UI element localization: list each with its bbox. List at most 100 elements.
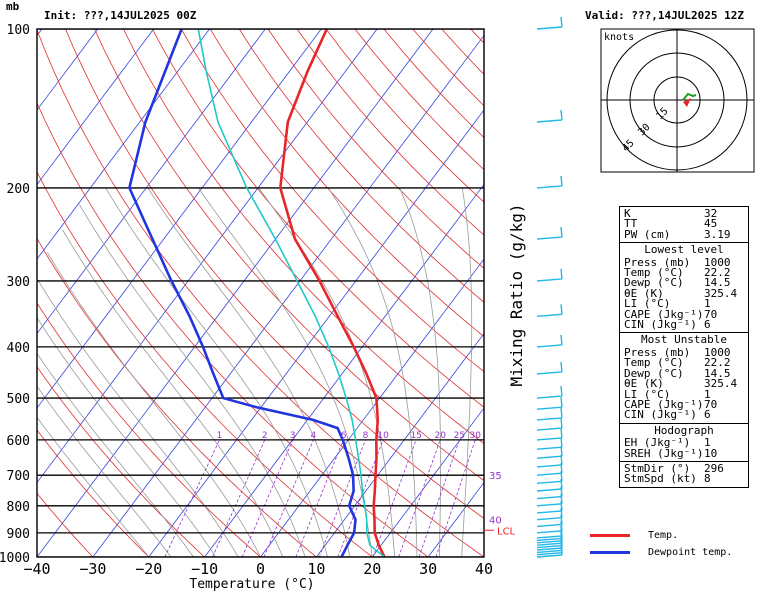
pressure-tick-label: 200 <box>7 182 30 197</box>
lcl-label: LCL <box>497 526 516 537</box>
dry-adiabat-line <box>37 29 484 557</box>
mixing-ratio-axis-title: Mixing Ratio (g/kg) <box>507 203 526 386</box>
moist-adiabat-line <box>37 352 194 557</box>
mixing-ratio-label: 4 <box>310 431 316 441</box>
dry-adiabat-line <box>383 29 484 139</box>
plot-frame <box>36 28 485 558</box>
moist-adiabat-line <box>461 187 473 557</box>
mixing-ratio-line <box>372 439 417 557</box>
dry-adiabat-line <box>180 29 484 373</box>
legend: Temp. Dewpoint temp. <box>590 530 732 564</box>
temperature-tick-label: 30 <box>419 560 437 578</box>
temperature-line <box>278 29 386 557</box>
wind-barb <box>536 109 563 123</box>
pressure-tick-label: 1000 <box>0 551 30 566</box>
temperature-tick-label: −10 <box>191 560 218 578</box>
mixing-ratio-label: 3 <box>290 431 296 441</box>
temperature-tick-label: 0 <box>256 560 265 578</box>
wind-barb <box>536 407 563 421</box>
wind-barb <box>536 175 563 189</box>
isotherm-line <box>37 29 210 260</box>
isotherm-line <box>204 183 484 557</box>
moist-adiabat-line <box>37 277 239 557</box>
mixing-ratio-line <box>295 439 344 557</box>
isotherm-line <box>37 29 322 409</box>
temperature-tick-label: 10 <box>307 560 325 578</box>
legend-swatch-dewpoint <box>590 551 630 554</box>
indices-panel: K 32 TT 45 PW (cm) 3.19 Lowest level Press … <box>619 206 749 488</box>
moist-adiabat-line <box>147 187 351 557</box>
moist-adiabat-line <box>47 252 261 557</box>
dry-adiabat-line <box>65 29 484 519</box>
dry-adiabat-line <box>267 29 484 269</box>
mixing-ratio-line <box>418 439 460 557</box>
mixing-ratio-label: 8 <box>363 431 369 441</box>
mixing-ratio-label: 15 <box>410 431 421 441</box>
pressure-tick-label: 700 <box>7 469 30 484</box>
mixing-ratio-line <box>164 439 220 557</box>
right-label: 40 <box>489 516 502 527</box>
wind-barb <box>536 528 563 542</box>
pressure-tick-label: 300 <box>7 275 30 290</box>
moist-adiabat-line <box>198 187 373 557</box>
legend-item-temp: Temp. <box>590 530 732 541</box>
temperature-tick-label: −30 <box>79 560 106 578</box>
isotherm-line <box>148 109 484 557</box>
moist-adiabat-line <box>62 229 284 557</box>
mixing-ratio-line <box>241 439 294 557</box>
pressure-tick-label: 900 <box>7 527 30 542</box>
legend-swatch-temp <box>590 534 630 537</box>
dry-adiabat-line <box>37 492 94 557</box>
wind-barb <box>536 514 563 528</box>
dry-adiabat-line <box>296 29 484 236</box>
moist-adiabat-line <box>37 416 150 557</box>
x-axis-title: Temperature (°C) <box>189 577 314 591</box>
wind-barb <box>536 361 563 375</box>
indices-top: K 32 TT 45 PW (cm) 3.19 <box>624 207 731 241</box>
wind-barb <box>536 427 563 441</box>
moist-adiabat-line <box>79 204 306 557</box>
mixing-ratio-line <box>318 439 366 557</box>
wind-barb <box>536 478 563 492</box>
isotherm-line <box>37 29 266 335</box>
skewt-diagram: 1 2 3 4 6 8 10 15 20 25 30100200300400500600700800… <box>0 16 563 591</box>
storm-motion-marker <box>683 98 691 107</box>
isotherm-line <box>260 258 484 557</box>
dry-adiabat-line <box>37 102 429 557</box>
init-time: Init: ???,14JUL2025 00Z <box>44 9 197 22</box>
wind-barb <box>536 507 563 521</box>
wind-barb <box>536 386 563 399</box>
mixing-ratio-line <box>212 439 266 557</box>
isotherm-line <box>37 29 434 557</box>
isotherm-line <box>371 407 484 557</box>
mixing-ratio-line <box>337 439 384 557</box>
mixing-ratio-line <box>398 439 441 557</box>
pressure-tick-label: 500 <box>7 392 30 407</box>
dry-adiabat-line <box>37 302 261 557</box>
wind-barb <box>536 500 563 514</box>
moist-adiabat-line <box>399 187 441 557</box>
mixing-ratio-label: 20 <box>435 431 447 441</box>
mixing-ratio-line <box>263 439 314 557</box>
wind-barb <box>536 486 563 500</box>
moist-adiabat-line <box>37 385 172 557</box>
isotherm-line <box>92 34 484 557</box>
dry-adiabat-line <box>37 429 150 557</box>
temperature-tick-label: −20 <box>135 560 162 578</box>
isotherm-line <box>316 332 484 557</box>
dewpoint-line <box>128 29 357 557</box>
dry-adiabat-line <box>151 29 484 408</box>
hodograph-trace <box>682 92 697 101</box>
wind-barb <box>536 334 563 348</box>
pressure-tick-label: 400 <box>7 341 30 356</box>
mixing-ratio-label: 6 <box>341 431 347 441</box>
temperature-tick-label: 40 <box>475 560 493 578</box>
wind-barb <box>536 227 563 240</box>
pressure-tick-label: 600 <box>7 434 30 449</box>
wind-barb <box>536 16 563 30</box>
temperature-tick-label: 20 <box>363 560 381 578</box>
mixing-ratio-label: 25 <box>454 431 465 441</box>
dry-adiabat-line <box>37 366 205 557</box>
mixing-ratio-label: 2 <box>262 431 268 441</box>
